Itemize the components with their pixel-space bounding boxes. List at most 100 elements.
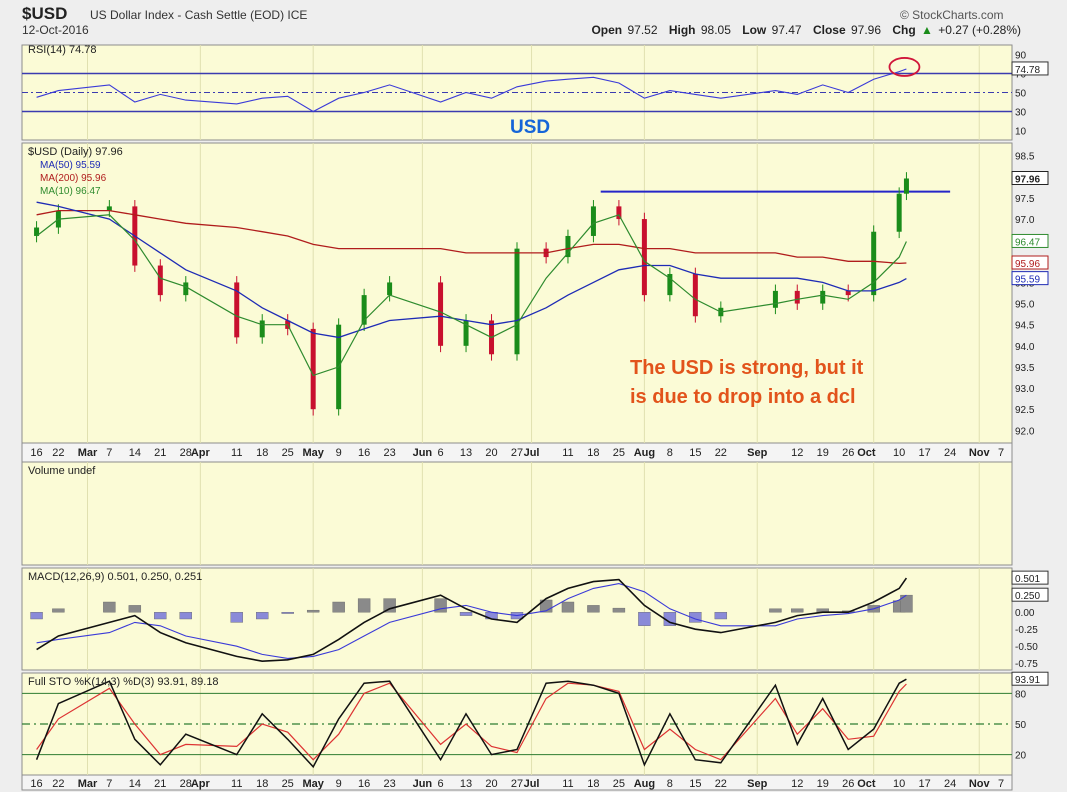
close-value: 97.96 [850, 23, 882, 37]
x-tick-label: 11 [562, 778, 573, 790]
x-tick-label: Aug [634, 778, 655, 790]
sto-value-tag [1011, 671, 1049, 686]
x-tick-label: 18 [587, 447, 599, 459]
rsi-value-tag-text: 74.78 [1015, 65, 1040, 76]
x-tick-label: 7 [106, 778, 112, 790]
candle-body [183, 282, 189, 296]
x-axis-band-top [21, 442, 1013, 463]
macd-histogram-bar [256, 612, 269, 620]
price-value-tag-text: 97.96 [1015, 174, 1040, 185]
candle-body [234, 282, 240, 338]
x-tick-label: 18 [256, 447, 268, 459]
candle-body [871, 231, 877, 296]
x-tick-label: Sep [747, 447, 767, 459]
x-tick-label: 14 [129, 447, 141, 459]
x-tick-label: Aug [634, 447, 655, 459]
candle-body [692, 273, 698, 317]
high-label: High [668, 23, 696, 37]
macd-y-tick: 0.250 [1015, 591, 1040, 602]
x-tick-label: 8 [667, 778, 673, 790]
x-tick-label: 11 [562, 447, 573, 459]
x-tick-label: Apr [191, 778, 211, 790]
x-tick-label: 20 [485, 447, 497, 459]
x-tick-label: 10 [893, 778, 905, 790]
volume-panel-bg [21, 461, 1013, 566]
price-title: $USD (Daily) 97.96 [28, 146, 123, 158]
x-tick-label: 8 [667, 447, 673, 459]
x-tick-label: 12 [791, 778, 803, 790]
x-tick-label: 21 [154, 778, 166, 790]
sto-k-line [35, 678, 907, 769]
usd-label: USD [510, 117, 551, 138]
candle-body [514, 248, 520, 355]
x-tick-label: 26 [842, 778, 854, 790]
macd-y-tick: 0.501 [1015, 574, 1040, 585]
price-y-tick: 97.0 [1015, 215, 1035, 226]
macd-histogram-bar [103, 601, 116, 613]
x-tick-label: Jun [413, 778, 433, 790]
price-value-tag [1011, 170, 1049, 185]
price-y-tick: 98.5 [1015, 152, 1035, 163]
x-tick-label: 27 [511, 778, 523, 790]
candle-body [845, 290, 851, 296]
x-tick-label: 9 [336, 778, 342, 790]
candle-body [896, 193, 902, 232]
ohlc-readout: Open 97.52 High 98.05 Low 97.47 Close 97… [591, 23, 1021, 37]
sto-value-tag-text: 93.91 [1015, 675, 1040, 686]
price-value-tag-text: 95.59 [1015, 275, 1040, 286]
macd-y-tick: -0.50 [1015, 642, 1038, 653]
x-tick-label: 9 [336, 447, 342, 459]
x-tick-label: 24 [944, 778, 956, 790]
x-tick-label: Jun [413, 447, 433, 459]
candle-body [616, 206, 622, 220]
macd-histogram-bar [638, 612, 651, 627]
x-tick-label: 18 [256, 778, 268, 790]
macd-signal-line [36, 583, 907, 659]
price-y-tick: 94.5 [1015, 321, 1035, 332]
candle-body [794, 290, 800, 304]
price-y-tick: 95.0 [1015, 300, 1035, 311]
candle-body [903, 178, 909, 194]
macd-histogram-bar [459, 612, 473, 616]
macd-histogram-bar [281, 612, 294, 614]
macd-histogram-bar [791, 608, 804, 613]
sto-y-tick: 50 [1015, 720, 1027, 731]
chart-date: 12-Oct-2016 [22, 23, 89, 37]
x-tick-label: 14 [129, 778, 141, 790]
volume-title: Volume undef [28, 465, 96, 477]
x-tick-label: 25 [282, 447, 294, 459]
x-tick-label: 23 [383, 447, 395, 459]
price-value-tag [1011, 255, 1049, 270]
rsi-title: RSI(14) 74.78 [28, 44, 96, 56]
macd-histogram-bar [587, 605, 600, 613]
x-tick-label: 19 [817, 447, 829, 459]
macd-histogram-bar [332, 601, 345, 613]
price-y-tick: 92.0 [1015, 426, 1035, 437]
price-y-tick: 97.5 [1015, 194, 1035, 205]
candle-body [565, 235, 571, 258]
high-value: 98.05 [700, 23, 731, 37]
macd-histogram-bar [230, 612, 243, 623]
x-tick-label: 6 [438, 778, 444, 790]
x-tick-label: 16 [30, 447, 42, 459]
sto-d-line [36, 682, 907, 761]
candle-body [259, 320, 265, 338]
price-y-tick: 94.0 [1015, 342, 1035, 353]
rsi-line [36, 68, 907, 113]
price-y-tick: 93.0 [1015, 384, 1035, 395]
x-tick-label: 7 [106, 447, 112, 459]
x-tick-label: 15 [689, 447, 701, 459]
x-tick-label: 23 [383, 778, 395, 790]
open-label: Open [591, 23, 623, 37]
candle-body [310, 328, 316, 410]
x-tick-label: 13 [460, 778, 472, 790]
x-tick-label: 22 [715, 778, 727, 790]
x-tick-label: 25 [613, 778, 625, 790]
macd-y-tick: -0.25 [1015, 625, 1038, 636]
annotation-line-1: The USD is strong, but it [630, 357, 864, 379]
chg-arrow-icon: ▲ [921, 23, 933, 37]
macd-title: MACD(12,26,9) 0.501, 0.250, 0.251 [28, 571, 202, 583]
x-tick-label: 16 [358, 447, 370, 459]
x-tick-label: 18 [587, 778, 599, 790]
